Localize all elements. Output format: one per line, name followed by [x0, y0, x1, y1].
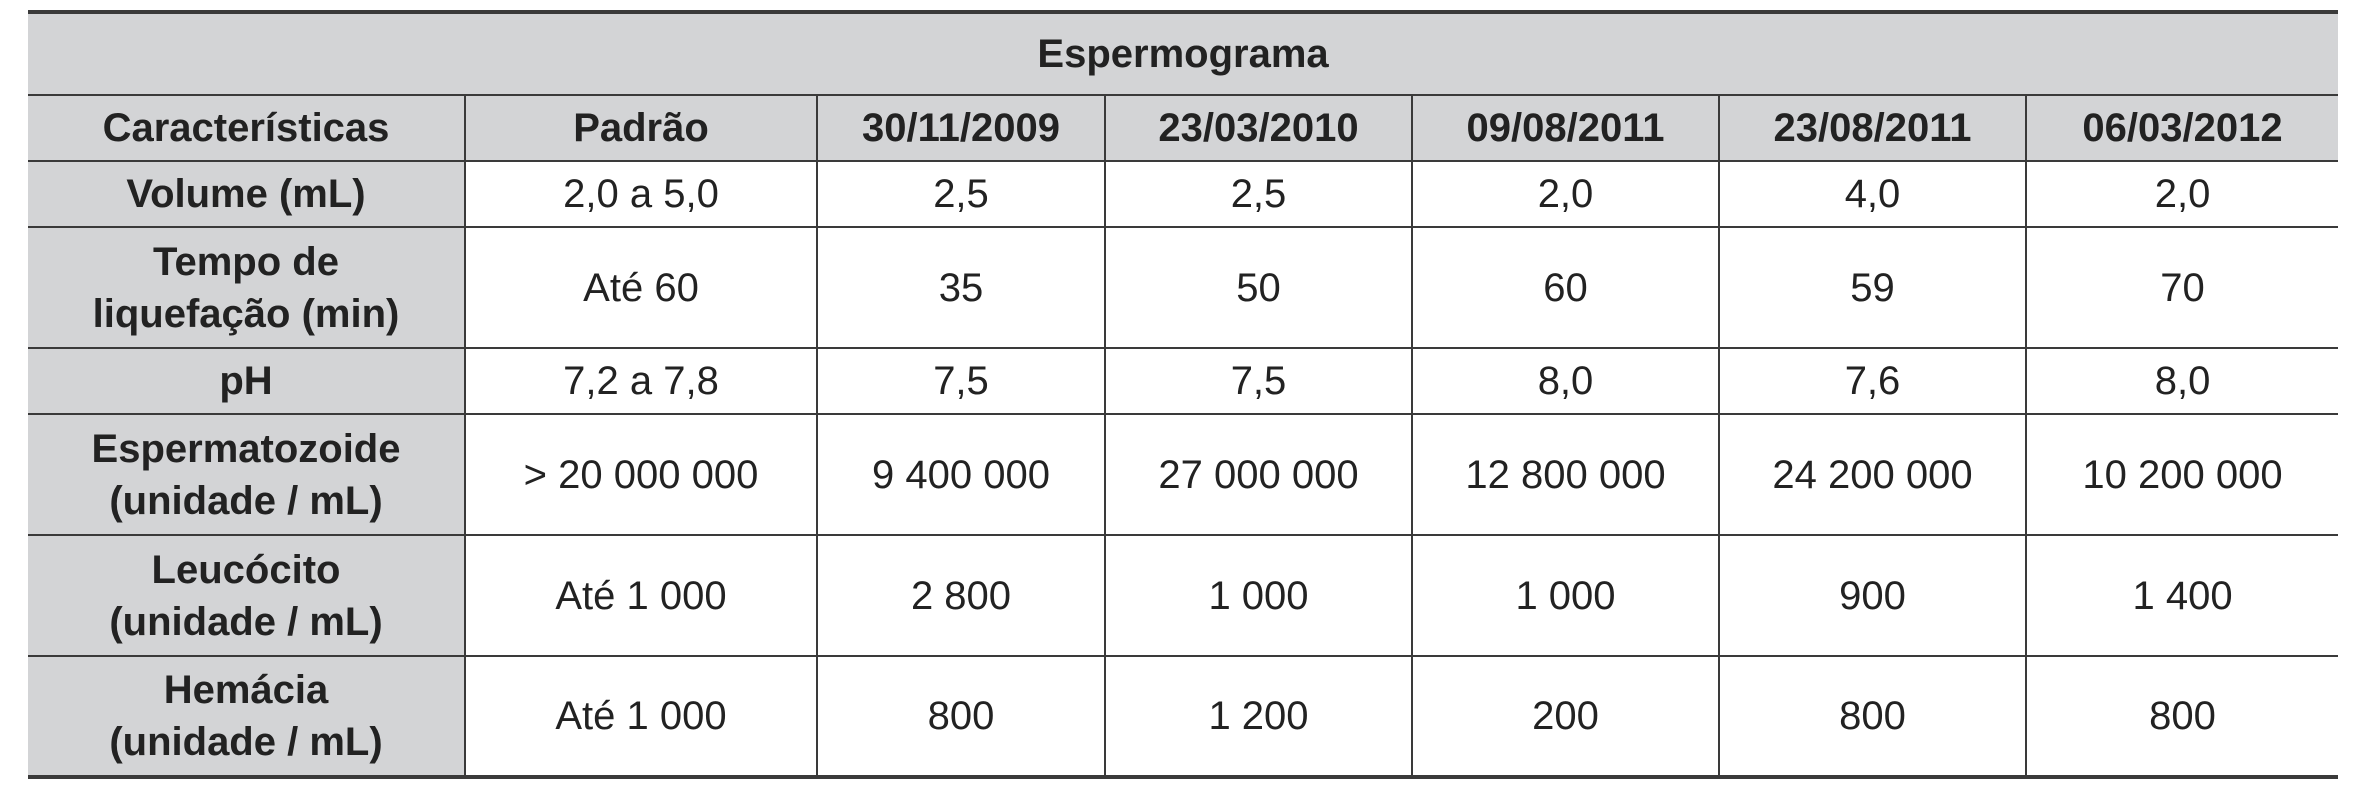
- table-row: Espermatozoide (unidade / mL) > 20 000 000…: [28, 413, 2339, 536]
- row-label-line: Volume (mL): [126, 172, 366, 216]
- header-row: Características Padrão 30/11/2009 23/03/…: [28, 94, 2339, 162]
- table-row: Volume (mL) 2,0 a 5,0 2,5 2,5 2,0 4,0 2,0: [28, 160, 2339, 228]
- column-header-date: 30/11/2009: [816, 94, 1106, 162]
- row-label-line: Hemácia: [163, 668, 329, 712]
- result-value-cell: 2,5: [816, 160, 1106, 228]
- column-header-date: 23/03/2010: [1104, 94, 1413, 162]
- result-value-cell: 1 400: [2024, 534, 2339, 657]
- row-label-line: pH: [219, 359, 273, 403]
- result-value-cell: 800: [816, 655, 1106, 779]
- table-row: Tempo de liquefação (min) Até 60 35 50 60 59 70: [28, 226, 2339, 349]
- reference-value-cell: Até 1 000: [464, 655, 818, 779]
- result-value-cell: 60: [1411, 226, 1720, 349]
- column-header-date: 06/03/2012: [2024, 94, 2339, 162]
- result-value-cell: 9 400 000: [816, 413, 1106, 536]
- result-value-cell: 35: [816, 226, 1106, 349]
- row-label: pH: [28, 347, 466, 415]
- row-label-line: liquefação (min): [92, 291, 400, 336]
- row-label-line: Leucócito: [151, 547, 341, 592]
- column-header-padrao: Padrão: [464, 94, 818, 162]
- row-label-line: Tempo de: [153, 239, 339, 284]
- reference-value-cell: Até 60: [464, 226, 818, 349]
- result-value-cell: 900: [1718, 534, 2027, 657]
- row-label: Leucócito (unidade / mL): [28, 534, 466, 657]
- result-value-cell: 10 200 000: [2024, 413, 2339, 536]
- row-label-line: Espermatozoide: [91, 426, 401, 471]
- column-header-date: 09/08/2011: [1411, 94, 1720, 162]
- result-value-cell: 7,6: [1718, 347, 2027, 415]
- title-row: Espermograma: [28, 10, 2339, 96]
- table-row: Hemácia (unidade / mL) Até 1 000 800 1 200 20…: [28, 655, 2339, 779]
- result-value-cell: 1 000: [1104, 534, 1413, 657]
- reference-value-cell: > 20 000 000: [464, 413, 818, 536]
- result-value-cell: 800: [2024, 655, 2339, 779]
- espermograma-table: Espermograma Características Padrão 30/1…: [28, 10, 2339, 779]
- result-value-cell: 50: [1104, 226, 1413, 349]
- row-label-line: (unidade / mL): [109, 599, 383, 644]
- row-label: Hemácia (unidade / mL): [28, 655, 466, 779]
- result-value-cell: 27 000 000: [1104, 413, 1413, 536]
- reference-value-cell: Até 1 000: [464, 534, 818, 657]
- table-row: pH 7,2 a 7,8 7,5 7,5 8,0 7,6 8,0: [28, 347, 2339, 415]
- row-label: Tempo de liquefação (min): [28, 226, 466, 349]
- result-value-cell: 2,5: [1104, 160, 1413, 228]
- result-value-cell: 4,0: [1718, 160, 2027, 228]
- table-title: Espermograma: [28, 10, 2339, 96]
- row-label: Espermatozoide (unidade / mL): [28, 413, 466, 536]
- result-value-cell: 200: [1411, 655, 1720, 779]
- result-value-cell: 1 000: [1411, 534, 1720, 657]
- result-value-cell: 59: [1718, 226, 2027, 349]
- row-label-line: (unidade / mL): [109, 720, 383, 764]
- result-value-cell: 24 200 000: [1718, 413, 2027, 536]
- result-value-cell: 2 800: [816, 534, 1106, 657]
- result-value-cell: 800: [1718, 655, 2027, 779]
- result-value-cell: 1 200: [1104, 655, 1413, 779]
- column-header-date: 23/08/2011: [1718, 94, 2027, 162]
- result-value-cell: 2,0: [1411, 160, 1720, 228]
- result-value-cell: 2,0: [2024, 160, 2339, 228]
- reference-value-cell: 7,2 a 7,8: [464, 347, 818, 415]
- column-header-caracteristicas: Características: [28, 94, 466, 162]
- result-value-cell: 70: [2024, 226, 2339, 349]
- result-value-cell: 8,0: [1411, 347, 1720, 415]
- result-value-cell: 8,0: [2024, 347, 2339, 415]
- table-row: Leucócito (unidade / mL) Até 1 000 2 800 1 0…: [28, 534, 2339, 657]
- row-label-line: (unidade / mL): [109, 478, 383, 523]
- result-value-cell: 7,5: [816, 347, 1106, 415]
- reference-value-cell: 2,0 a 5,0: [464, 160, 818, 228]
- result-value-cell: 7,5: [1104, 347, 1413, 415]
- row-label: Volume (mL): [28, 160, 466, 228]
- result-value-cell: 12 800 000: [1411, 413, 1720, 536]
